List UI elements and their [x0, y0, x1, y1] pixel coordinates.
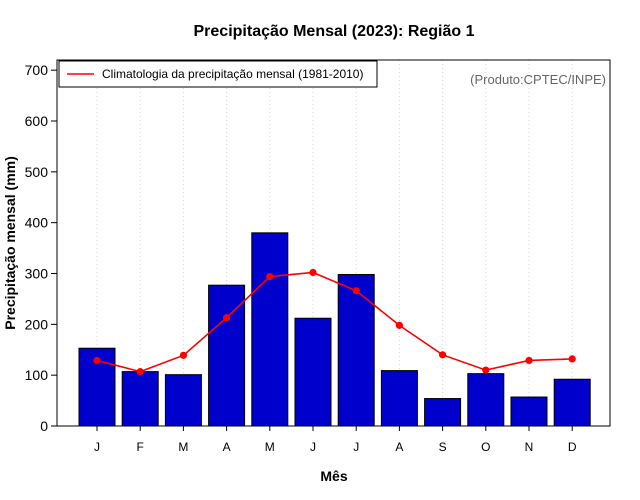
- x-tick-label: N: [525, 440, 534, 454]
- plot-frame: [56, 59, 611, 427]
- bar-a-8: [380, 370, 418, 427]
- bar-f-2: [121, 371, 159, 427]
- y-tick-label: 100: [25, 367, 49, 383]
- x-axis-title: Mês: [320, 468, 347, 484]
- x-tick-label: F: [137, 440, 144, 454]
- x-tick-label: A: [395, 440, 403, 454]
- bar-series: [78, 232, 591, 427]
- x-tick-label: O: [481, 440, 490, 454]
- chart-title: Precipitação Mensal (2023): Região 1: [194, 23, 475, 40]
- bar-d-12: [553, 378, 591, 427]
- legend: Climatologia da precipitação mensal (198…: [58, 60, 378, 88]
- y-tick-label: 200: [25, 316, 49, 332]
- x-tick-label: D: [568, 440, 577, 454]
- y-tick-label: 600: [25, 113, 49, 129]
- climatology-point-2: [136, 368, 144, 376]
- x-tick-label: M: [178, 440, 188, 454]
- y-tick-label: 0: [40, 418, 48, 434]
- y-tick-label: 300: [25, 266, 49, 282]
- climatology-point-4: [223, 314, 231, 322]
- y-axis: 0 100 200 300 400 500 600 700: [25, 62, 57, 434]
- bar-o-10: [467, 373, 505, 427]
- bar-m-5: [251, 232, 289, 427]
- legend-box: [58, 60, 378, 88]
- x-tick-label: J: [353, 440, 359, 454]
- x-tick-label: J: [94, 440, 100, 454]
- climatology-line-series: [93, 268, 576, 376]
- climatology-point-9: [439, 351, 447, 359]
- y-tick-label: 500: [25, 164, 49, 180]
- climatology-point-6: [309, 268, 317, 277]
- climatology-point-7: [352, 287, 360, 295]
- x-tick-label: S: [439, 440, 447, 454]
- y-tick-label: 400: [25, 215, 49, 231]
- vertical-gridlines: [96, 60, 573, 426]
- climatology-point-8: [395, 321, 403, 329]
- legend-entry-climatology: Climatologia da precipitação mensal (198…: [102, 67, 363, 81]
- climatology-point-1: [93, 356, 101, 365]
- bar-n-11: [510, 396, 548, 427]
- bar-j-6: [294, 317, 332, 427]
- climatology-line: [96, 271, 573, 373]
- bar-m-3: [164, 374, 202, 427]
- source-credit: (Produto:CPTEC/INPE): [470, 72, 606, 87]
- bar-s-9: [424, 398, 462, 427]
- climatology-point-5: [266, 272, 274, 281]
- x-tick-label: A: [223, 440, 231, 454]
- climatology-point-10: [482, 366, 490, 374]
- x-tick-label: J: [310, 440, 316, 454]
- climatology-point-12: [568, 355, 576, 363]
- bar-j-7: [337, 274, 375, 427]
- climatology-point-11: [525, 356, 533, 365]
- climatology-point-3: [179, 351, 187, 359]
- y-axis-title: Precipitação mensal (mm): [2, 156, 18, 330]
- y-tick-label: 700: [25, 62, 49, 78]
- x-tick-label: M: [265, 440, 275, 454]
